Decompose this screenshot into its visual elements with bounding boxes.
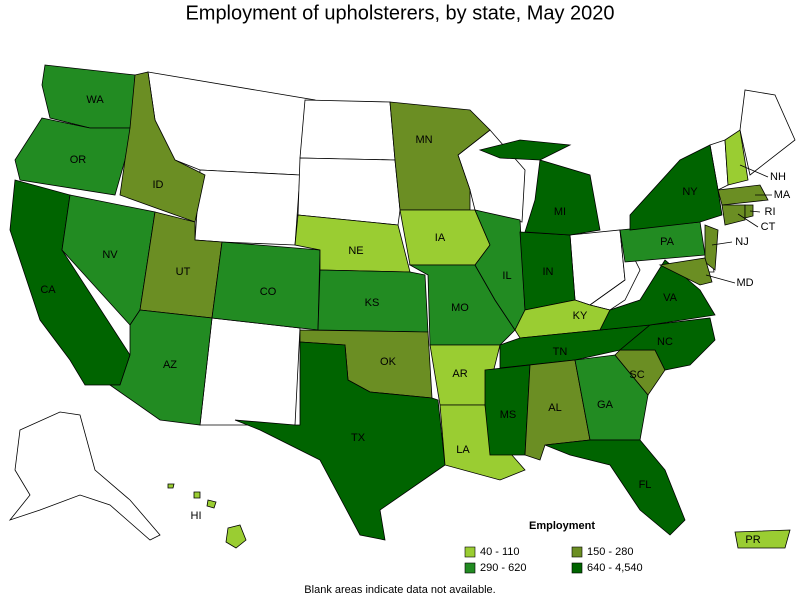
state (744, 204, 754, 219)
state-label: MI (554, 206, 566, 218)
state-label: MN (415, 134, 432, 146)
state-label: WA (86, 94, 104, 106)
state-label: LA (456, 444, 470, 456)
state (544, 439, 686, 536)
state (167, 483, 175, 489)
state (734, 529, 791, 549)
state-label: PR (745, 534, 760, 546)
state-label: MD (736, 277, 753, 289)
state-label: CA (40, 284, 56, 296)
state-label: MA (774, 189, 791, 201)
state (484, 364, 531, 456)
state-label: NH (770, 171, 786, 183)
state (478, 139, 572, 161)
state-label: PA (660, 236, 675, 248)
legend-title: Employment (529, 520, 595, 532)
state (629, 144, 723, 231)
legend-swatch (464, 562, 476, 574)
leader-line (739, 164, 769, 178)
state-label: UT (176, 266, 191, 278)
state (317, 269, 429, 333)
state (234, 341, 446, 541)
state-label: TX (351, 432, 366, 444)
state-label: ID (153, 179, 164, 191)
state-label: CT (761, 221, 776, 233)
footnote: Blank areas indicate data not available. (304, 584, 495, 596)
state-blank (199, 317, 301, 426)
state-label: KS (365, 297, 380, 309)
state-label: NJ (735, 236, 748, 248)
legend-label: 290 - 620 (480, 562, 526, 574)
state (108, 309, 213, 426)
state (724, 129, 749, 186)
state-label: AR (452, 368, 467, 380)
state-label: MO (451, 302, 469, 314)
state-blank (297, 157, 401, 226)
state-label: NE (348, 245, 363, 257)
state (389, 101, 491, 211)
state-label: GA (597, 399, 614, 411)
leader-line (737, 213, 759, 228)
state (574, 354, 649, 441)
state-blank (299, 99, 396, 161)
state-label: FL (639, 479, 652, 491)
state-blank (8, 411, 161, 541)
state (717, 184, 769, 206)
states: WA OR CA NV ID UT AZ CO NE KS OK TX MN IA MO AR LA IL IN MI… (9, 64, 791, 549)
state-label: CO (260, 286, 277, 298)
state-label: NV (102, 249, 118, 261)
state (193, 491, 201, 499)
state-label: SC (629, 369, 644, 381)
state (658, 257, 713, 286)
state-label: RI (765, 206, 776, 218)
blank-states (8, 71, 796, 541)
state (119, 71, 206, 223)
legend-label: 150 - 280 (587, 546, 633, 558)
state (721, 204, 746, 226)
state-label: OR (70, 154, 87, 166)
state-label: TN (553, 346, 568, 358)
state-label: KY (573, 310, 588, 322)
legend: Employment 40 - 110 150 - 280 290 - 620 640… (464, 520, 643, 574)
state (14, 117, 133, 196)
state (225, 524, 247, 549)
state-label: HI (191, 510, 202, 522)
legend-swatch (571, 546, 583, 558)
legend-label: 40 - 110 (480, 546, 520, 558)
state-label: NY (682, 186, 698, 198)
leader-line (711, 241, 733, 246)
state (524, 159, 601, 236)
state-label: NC (657, 336, 673, 348)
map-title: Employment of upholsterers, by state, Ma… (185, 2, 614, 24)
legend-label: 640 - 4,540 (587, 562, 643, 574)
legend-swatch (571, 562, 583, 574)
leader-line (705, 274, 736, 284)
state-label: OK (380, 356, 397, 368)
state-label: AZ (163, 359, 177, 371)
state-blank (194, 169, 301, 246)
state-label: MS (500, 409, 517, 421)
state-label: IL (502, 270, 511, 282)
legend-swatch (464, 546, 476, 558)
state-blank (739, 89, 796, 176)
state (704, 224, 719, 271)
state (206, 499, 217, 509)
leader-line (749, 210, 761, 213)
state-label: IN (543, 266, 554, 278)
state-label: VA (663, 292, 678, 304)
state-label: AL (548, 402, 561, 414)
state-label: IA (435, 232, 446, 244)
